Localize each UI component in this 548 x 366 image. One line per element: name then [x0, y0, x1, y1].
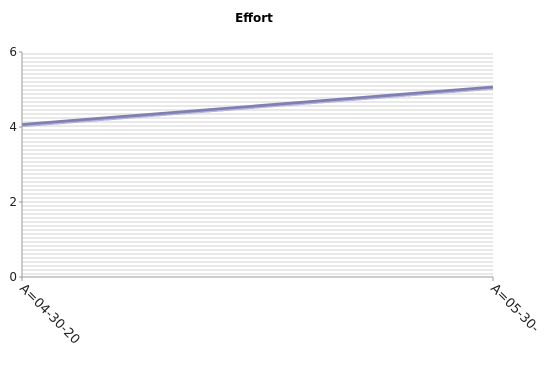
grid-stripe — [22, 225, 493, 227]
grid-stripe — [22, 269, 493, 271]
grid-stripe — [22, 129, 493, 131]
x-tick-label: A=05-30- — [487, 281, 542, 336]
grid-stripe — [22, 141, 493, 143]
grid-stripe — [22, 205, 493, 207]
grid-stripe — [22, 137, 493, 139]
grid-stripe — [22, 229, 493, 231]
grid-stripe — [22, 177, 493, 179]
grid-stripe — [22, 85, 493, 87]
grid-stripe — [22, 237, 493, 239]
grid-stripe — [22, 153, 493, 155]
grid-stripe — [22, 145, 493, 147]
grid-stripe — [22, 161, 493, 163]
grid-stripe — [22, 93, 493, 95]
grid-stripe — [22, 249, 493, 251]
grid-stripe — [22, 165, 493, 167]
grid-stripe — [22, 125, 493, 127]
grid-stripe — [22, 217, 493, 219]
grid-stripe — [22, 77, 493, 79]
grid-stripe — [22, 233, 493, 235]
grid-stripe — [22, 81, 493, 83]
grid-stripe — [22, 113, 493, 115]
y-tick-label: 6 — [9, 45, 17, 59]
grid-stripe — [22, 261, 493, 263]
grid-stripe — [22, 273, 493, 275]
y-tick-label: 0 — [9, 270, 17, 284]
grid-stripe — [22, 265, 493, 267]
x-tick-label: A=04-30-20 — [16, 281, 82, 347]
grid-stripe — [22, 109, 493, 111]
grid-stripe — [22, 73, 493, 75]
x-ticks: A=04-30-20 A=05-30- — [16, 277, 542, 348]
grid-stripe — [22, 61, 493, 63]
grid-stripe — [22, 209, 493, 211]
grid-stripe — [22, 257, 493, 259]
grid-stripe — [22, 69, 493, 71]
grid-stripe — [22, 57, 493, 59]
grid-stripe — [22, 181, 493, 183]
chart-title: Effort — [235, 11, 273, 25]
grid-stripe — [22, 173, 493, 175]
grid-stripe — [22, 213, 493, 215]
grid-stripe — [22, 89, 493, 91]
grid-stripe — [22, 101, 493, 103]
grid-stripe — [22, 117, 493, 119]
grid-stripe — [22, 97, 493, 99]
grid-stripe — [22, 185, 493, 187]
y-tick-label: 4 — [9, 120, 17, 134]
grid-stripe — [22, 221, 493, 223]
series-line — [21, 85, 494, 128]
grid-stripe — [22, 169, 493, 171]
grid-stripe — [22, 53, 493, 55]
grid-stripe — [22, 241, 493, 243]
series-line-highlight — [21, 88, 494, 128]
grid-stripe — [22, 157, 493, 159]
grid-stripe — [22, 245, 493, 247]
y-tick-label: 2 — [9, 195, 17, 209]
grid-stripe — [22, 189, 493, 191]
grid-stripe — [22, 201, 493, 203]
grid-stripe — [22, 253, 493, 255]
grid-stripe — [22, 65, 493, 67]
grid-stripe — [22, 121, 493, 123]
grid-stripe — [22, 193, 493, 195]
grid-stripe — [22, 197, 493, 199]
grid-stripe — [22, 149, 493, 151]
plot-background — [22, 53, 493, 275]
y-ticks: 0 2 4 6 — [9, 45, 22, 284]
grid-stripe — [22, 133, 493, 135]
